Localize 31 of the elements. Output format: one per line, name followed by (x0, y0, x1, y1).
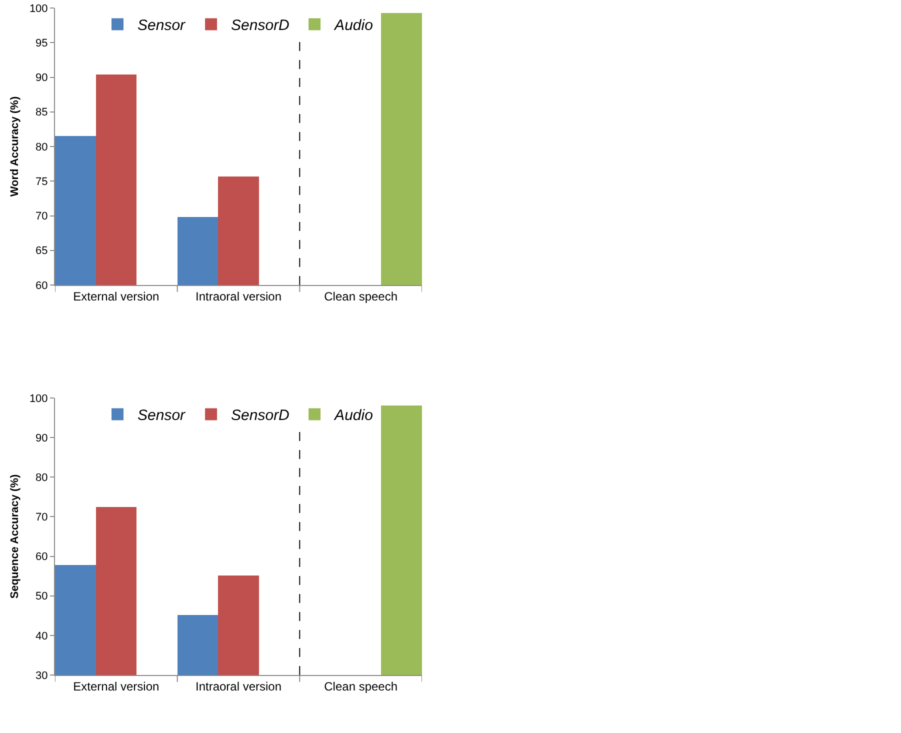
x-tick-label: Intraoral version (195, 289, 282, 304)
x-tick-label: Clean speech (324, 289, 398, 304)
legend-label: SensorD (231, 407, 290, 424)
x-tick-label: Intraoral version (195, 679, 282, 694)
y-tick-label: 100 (29, 392, 48, 405)
y-tick-label: 70 (36, 210, 48, 223)
y-tick-label: 100 (29, 2, 48, 15)
legend-label: Audio (334, 17, 373, 34)
legend-label: Sensor (138, 17, 186, 34)
y-tick-label: 80 (36, 472, 48, 484)
legend-label: SensorD (231, 17, 290, 34)
y-tick-label: 90 (36, 72, 48, 84)
y-axis-title: Sequence Accuracy (%) (9, 474, 22, 599)
x-tick-label: Clean speech (324, 679, 398, 694)
y-tick-label: 30 (36, 670, 48, 682)
x-tick-label: External version (73, 289, 160, 304)
legend-label: Sensor (138, 407, 186, 424)
y-tick-label: 70 (36, 512, 48, 524)
y-tick-label: 85 (36, 106, 48, 119)
y-tick-label: 40 (36, 630, 48, 642)
y-tick-label: 75 (36, 176, 48, 188)
y-tick-label: 80 (36, 141, 48, 154)
x-tick-label: External version (73, 679, 160, 694)
y-tick-label: 50 (36, 590, 48, 603)
y-tick-label: 60 (36, 280, 48, 292)
y-tick-label: 60 (36, 551, 48, 564)
y-tick-label: 95 (36, 37, 48, 50)
y-tick-label: 90 (36, 432, 48, 444)
y-axis-title: Word Accuracy (%) (9, 96, 22, 197)
y-tick-label: 65 (36, 245, 48, 258)
legend-label: Audio (334, 407, 373, 424)
